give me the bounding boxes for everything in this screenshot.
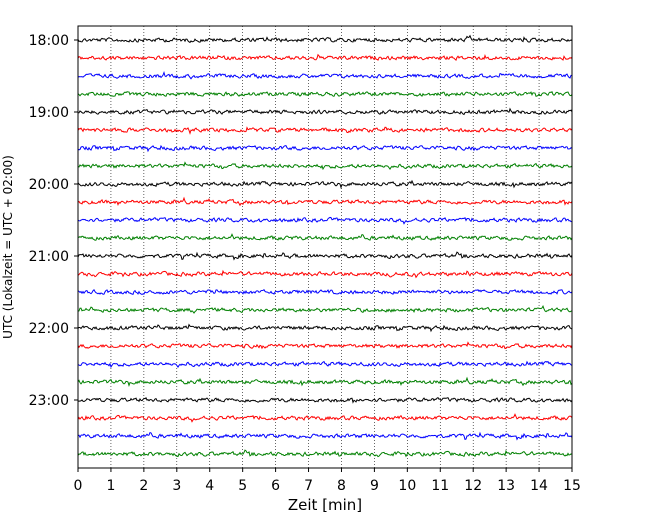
x-tick-label: 1 xyxy=(106,478,115,494)
seismogram-trace xyxy=(77,289,573,296)
x-tick-label: 9 xyxy=(370,478,379,494)
seismogram-trace xyxy=(77,233,573,241)
seismogram-trace xyxy=(77,323,573,333)
y-tick-label: 22:00 xyxy=(29,321,69,337)
seismogram-trace xyxy=(77,107,573,116)
seismogram-trace xyxy=(77,34,573,44)
y-tick-label: 20:00 xyxy=(29,177,69,193)
seismogram-trace xyxy=(77,360,573,369)
seismogram-traces xyxy=(77,34,573,458)
x-tick-label: 5 xyxy=(238,478,247,494)
x-tick-label: 7 xyxy=(304,478,313,494)
x-tick-label: 0 xyxy=(74,478,83,494)
y-axis-label: UTC (Lokalzeit = UTC + 02:00) xyxy=(1,155,15,339)
x-tick-label: 4 xyxy=(205,478,214,494)
x-tick-label: 3 xyxy=(172,478,181,494)
seismogram-trace xyxy=(77,305,573,314)
seismogram-trace xyxy=(77,341,573,350)
x-tick-label: 14 xyxy=(530,478,548,494)
seismogram-trace xyxy=(77,216,573,225)
y-axis-ticks: 18:00 19:00 20:00 21:00 22:00 23:00 xyxy=(29,33,78,409)
seismogram-trace xyxy=(77,161,573,171)
seismogram-trace xyxy=(77,251,573,261)
x-axis-label: Zeit [min] xyxy=(288,496,362,514)
x-tick-label: 10 xyxy=(398,478,416,494)
x-tick-label: 13 xyxy=(497,478,515,494)
seismogram-trace xyxy=(77,196,573,207)
seismogram-trace xyxy=(77,431,573,441)
seismogram-trace xyxy=(77,413,573,423)
plot-frame xyxy=(77,25,573,469)
x-axis-ticks: 0 1 2 3 4 5 6 7 8 9 10 11 12 13 14 15 xyxy=(74,468,581,494)
seismogram-trace xyxy=(77,53,573,61)
y-tick-label: 23:00 xyxy=(29,393,69,409)
seismogram-trace xyxy=(77,91,573,97)
seismogram-trace xyxy=(77,449,573,458)
x-tick-label: 2 xyxy=(139,478,148,494)
y-tick-label: 21:00 xyxy=(29,249,69,265)
x-tick-label: 11 xyxy=(431,478,449,494)
x-tick-label: 12 xyxy=(464,478,482,494)
seismogram-trace xyxy=(77,70,573,80)
x-tick-label: 6 xyxy=(271,478,280,494)
y-tick-label: 18:00 xyxy=(29,33,69,49)
seismogram-trace xyxy=(77,397,573,404)
seismogram-trace xyxy=(77,179,573,189)
y-tick-label: 19:00 xyxy=(29,105,69,121)
seismogram-trace xyxy=(77,126,573,135)
seismogram-trace xyxy=(77,269,573,279)
seismogram-trace xyxy=(77,144,573,153)
seismogram-trace xyxy=(77,376,573,387)
x-tick-label: 15 xyxy=(563,478,581,494)
x-tick-label: 8 xyxy=(337,478,346,494)
